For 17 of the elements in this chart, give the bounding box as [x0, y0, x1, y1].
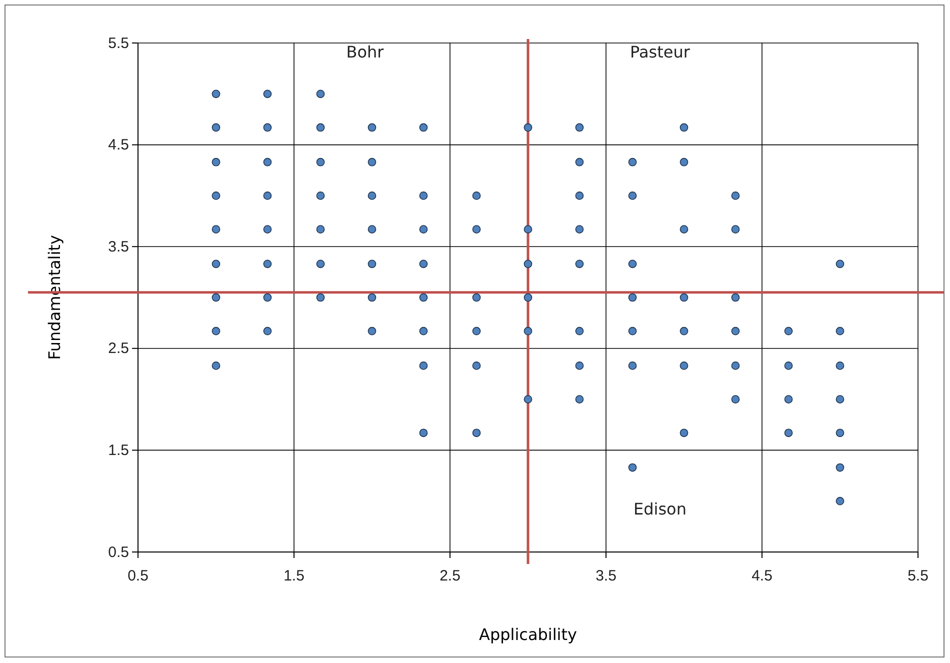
- x-tick-label: 0.5: [128, 568, 148, 584]
- y-axis-title: Fundamentality: [45, 235, 64, 360]
- x-tick-label: 3.5: [596, 568, 616, 584]
- y-tick-label: 3.5: [108, 238, 129, 256]
- annotation: Bohr: [346, 42, 384, 62]
- x-tick-label: 4.5: [752, 568, 772, 584]
- y-tick-label: 2.5: [108, 340, 129, 358]
- y-tick-label: 5.5: [108, 34, 129, 52]
- x-tick-label: 5.5: [908, 568, 928, 584]
- x-tick-label: 1.5: [284, 568, 304, 584]
- x-axis-title: Applicability: [479, 625, 577, 644]
- y-tick-label: 4.5: [108, 136, 129, 154]
- y-tick-label: 1.5: [108, 442, 129, 459]
- annotation: Pasteur: [630, 42, 690, 62]
- annotation: Edison: [634, 499, 686, 518]
- x-tick-label: 2.5: [440, 568, 460, 584]
- y-tick-label: 0.5: [108, 544, 129, 561]
